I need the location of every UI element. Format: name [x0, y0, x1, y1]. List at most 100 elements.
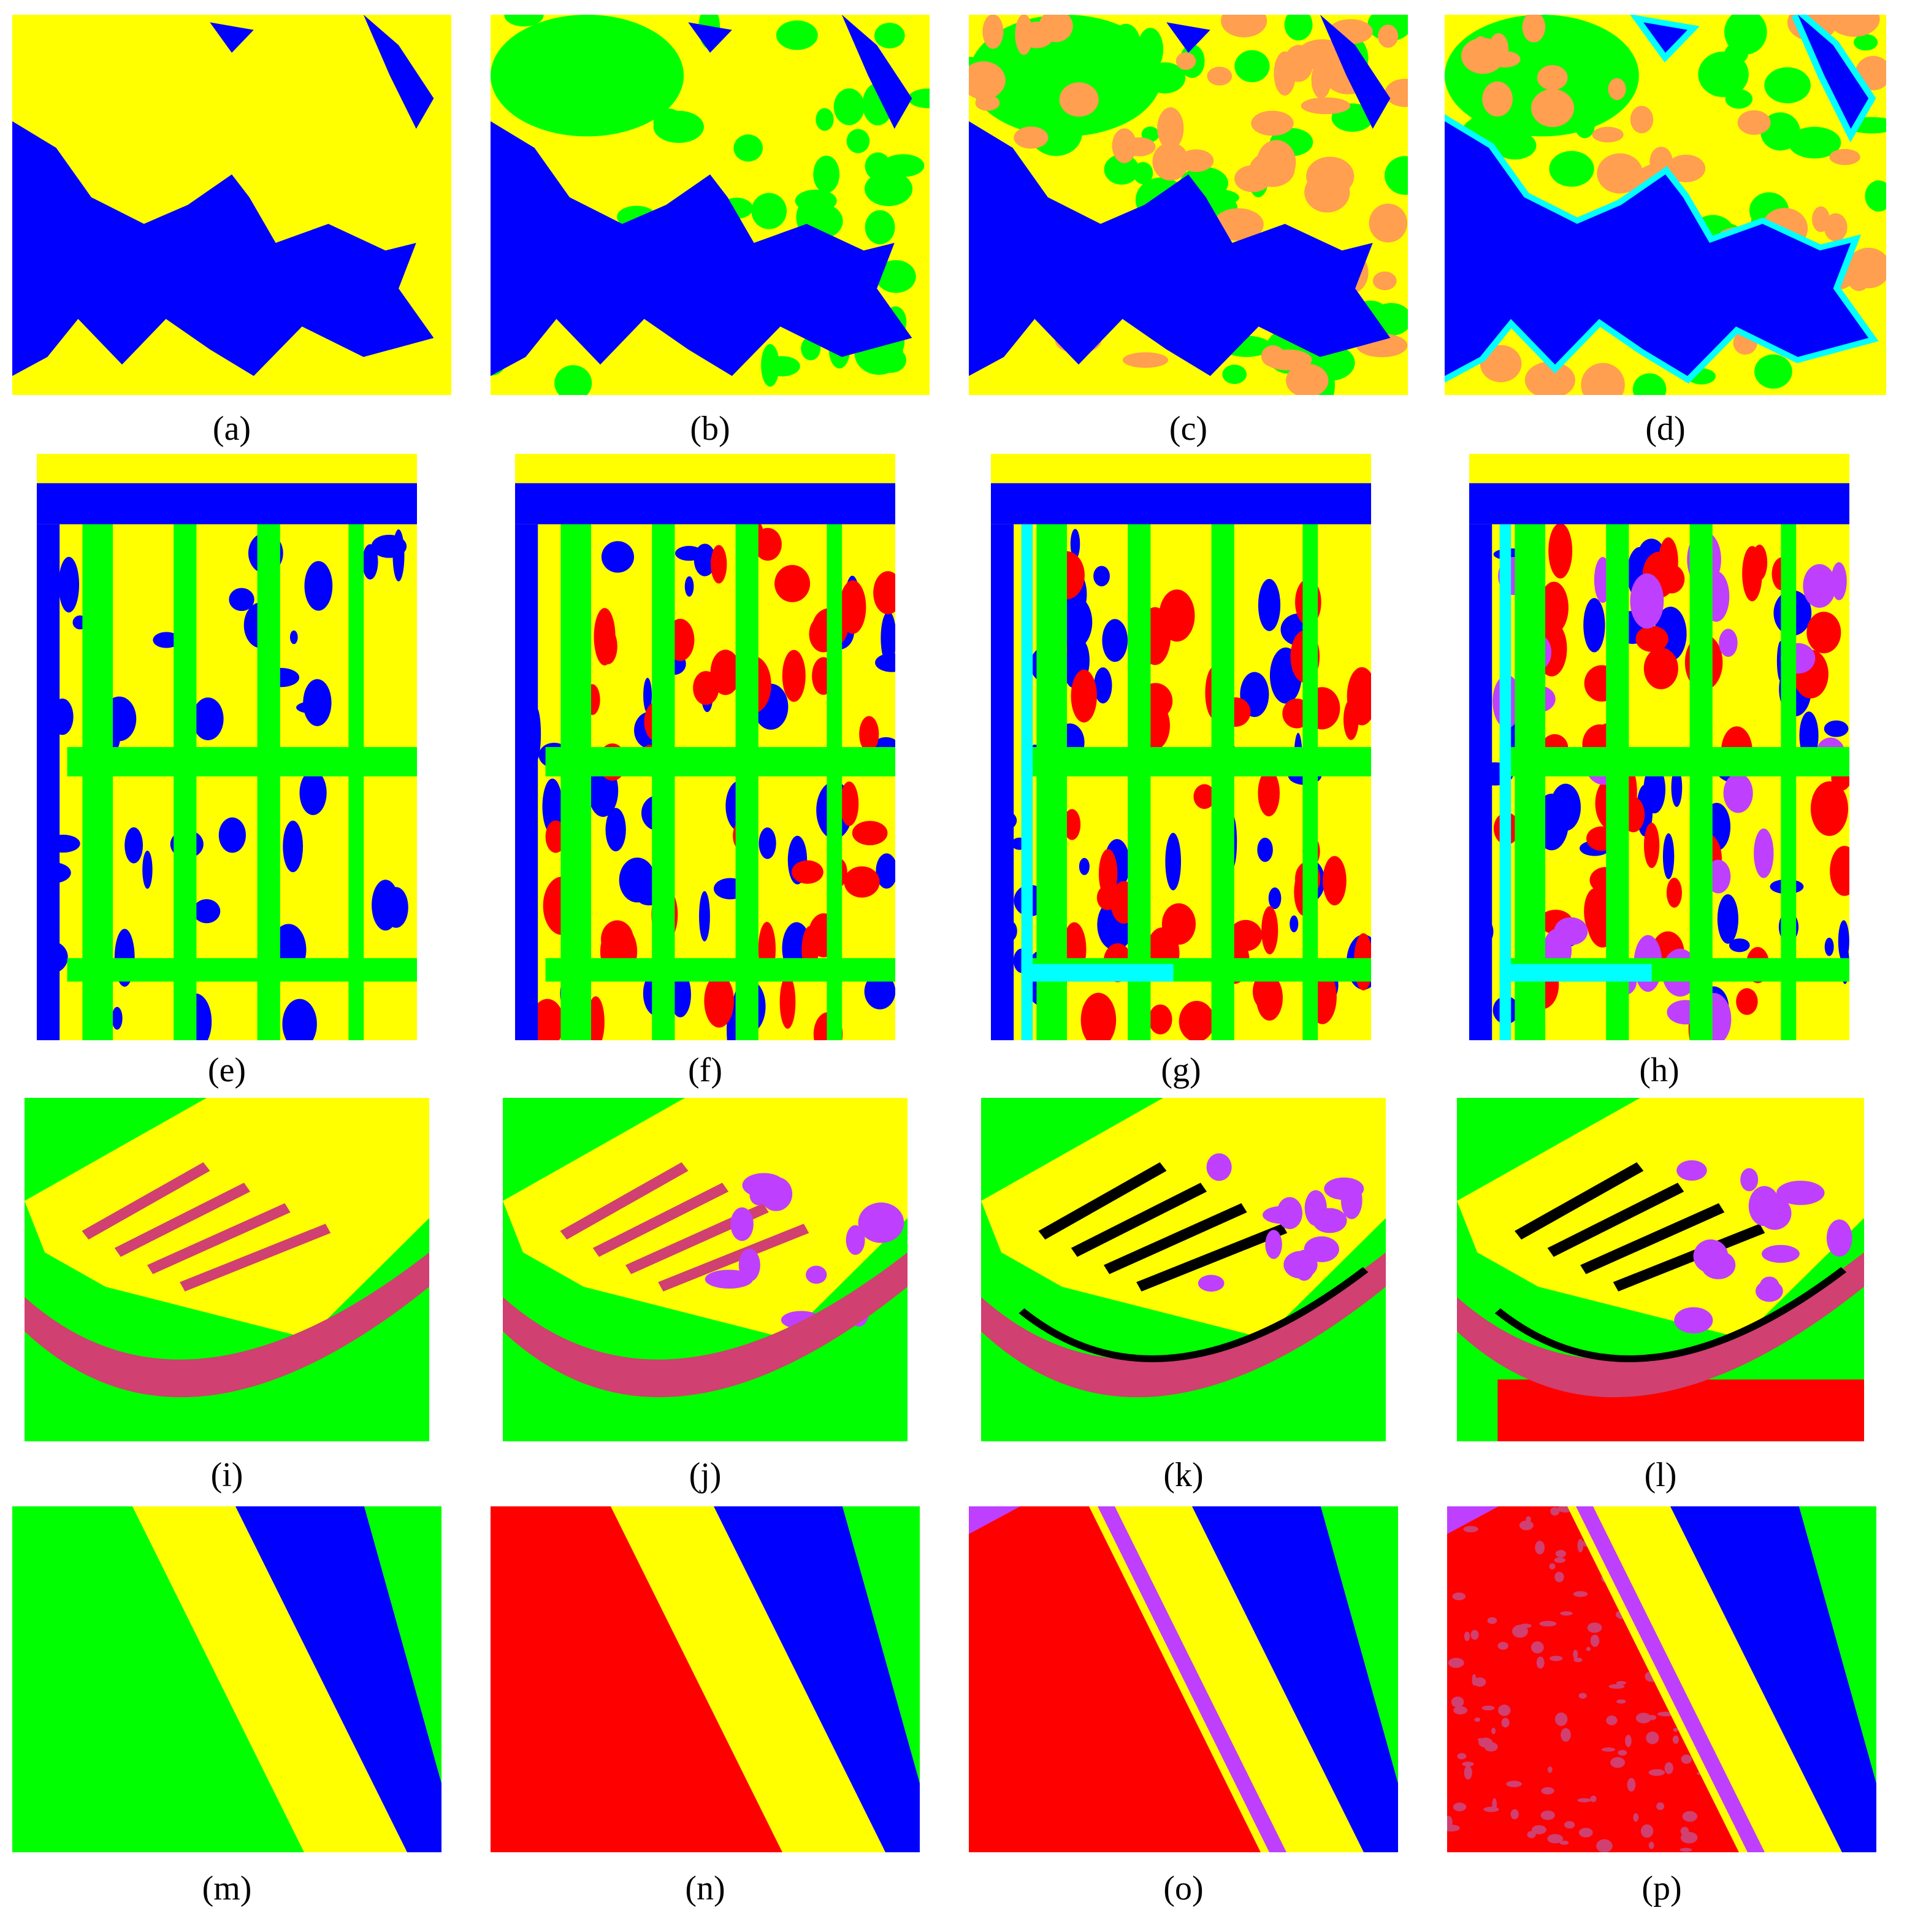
class-region	[1531, 89, 1575, 128]
class-region	[1577, 1798, 1591, 1803]
class-region	[714, 1506, 920, 1852]
class-region	[1104, 154, 1139, 185]
class-region	[1578, 1693, 1587, 1699]
class-region	[1633, 1813, 1639, 1822]
class-region	[1723, 773, 1753, 813]
class-region	[299, 770, 327, 815]
class-region	[1301, 97, 1351, 115]
class-region	[1729, 938, 1750, 953]
class-region	[1549, 151, 1594, 187]
class-region	[993, 48, 1015, 64]
class-region	[1656, 1802, 1665, 1811]
class-region	[1179, 1000, 1215, 1041]
class-region	[1701, 1251, 1736, 1279]
class-region	[560, 512, 591, 1040]
class-region	[730, 1207, 754, 1241]
classification-map	[981, 1098, 1386, 1441]
class-region	[846, 1225, 865, 1255]
class-region	[833, 88, 865, 125]
class-region	[1597, 153, 1643, 194]
class-region	[1229, 919, 1263, 952]
class-region	[1754, 828, 1774, 878]
classification-map	[503, 1098, 908, 1441]
class-region	[601, 920, 634, 959]
class-region	[1554, 1712, 1568, 1727]
class-region	[1207, 66, 1232, 86]
class-region	[1098, 1506, 1286, 1852]
class-region	[193, 899, 221, 924]
class-region	[1515, 1162, 1644, 1240]
class-region	[1635, 626, 1668, 652]
class-region	[1539, 1620, 1557, 1627]
class-region	[362, 544, 378, 580]
class-region	[865, 210, 895, 245]
class-region	[1161, 903, 1196, 945]
class-region	[991, 483, 1371, 524]
class-region	[1830, 846, 1849, 896]
class-region	[1014, 126, 1049, 149]
class-region	[1283, 1251, 1318, 1279]
class-region	[1071, 1183, 1207, 1257]
class-region	[1499, 964, 1652, 982]
class-region	[1093, 565, 1110, 586]
classification-map	[1457, 1098, 1864, 1441]
class-region	[1515, 512, 1545, 1040]
class-region	[1555, 1550, 1566, 1558]
class-region	[1541, 1787, 1554, 1795]
class-region	[1480, 345, 1522, 383]
class-region	[530, 999, 564, 1041]
class-region	[844, 866, 880, 898]
class-region	[1602, 1747, 1616, 1752]
class-region	[839, 580, 866, 634]
class-region	[1618, 1750, 1627, 1756]
class-region	[1497, 1379, 1864, 1441]
class-region	[991, 524, 1014, 1040]
class-region	[1559, 1841, 1569, 1845]
class-region	[1689, 512, 1713, 1040]
class-region	[235, 1506, 441, 1852]
classification-map	[1447, 1506, 1876, 1852]
class-region	[1824, 720, 1849, 737]
class-region	[1372, 271, 1397, 291]
class-region	[1290, 915, 1299, 933]
class-region	[1547, 1834, 1564, 1844]
panel-label: (i)	[211, 1456, 243, 1494]
class-region	[1676, 1160, 1707, 1181]
class-region	[1452, 1592, 1466, 1601]
class-region	[611, 1506, 885, 1852]
class-region	[1257, 837, 1273, 862]
class-region	[1448, 1658, 1464, 1668]
panel-label: (j)	[689, 1456, 722, 1494]
class-region	[1369, 203, 1407, 243]
class-region	[1501, 1717, 1510, 1728]
class-region	[1469, 524, 1492, 1040]
class-region	[1094, 667, 1112, 703]
class-region	[684, 576, 694, 597]
class-region	[881, 611, 895, 665]
panel-label: (c)	[1169, 410, 1207, 448]
class-region	[1846, 248, 1886, 289]
class-region	[1537, 65, 1568, 91]
class-region	[859, 716, 879, 753]
class-region	[1788, 126, 1841, 159]
class-region	[147, 1203, 291, 1275]
class-region	[1268, 887, 1282, 910]
class-region	[1492, 1798, 1497, 1811]
class-region	[1596, 1839, 1613, 1852]
class-region	[782, 650, 806, 702]
class-region	[132, 1506, 407, 1852]
class-region	[1648, 1769, 1665, 1776]
class-region	[1531, 1825, 1546, 1834]
class-region	[1590, 1795, 1597, 1803]
class-region	[372, 880, 400, 931]
class-region	[1304, 172, 1350, 213]
class-region	[1616, 1681, 1627, 1685]
class-region	[1586, 1647, 1591, 1651]
class-region	[601, 541, 634, 573]
class-region	[1826, 1219, 1852, 1257]
class-region	[1581, 362, 1625, 395]
class-region	[1484, 1742, 1498, 1752]
class-region	[827, 512, 843, 1040]
class-region	[1764, 67, 1811, 104]
class-region	[1304, 1190, 1327, 1226]
